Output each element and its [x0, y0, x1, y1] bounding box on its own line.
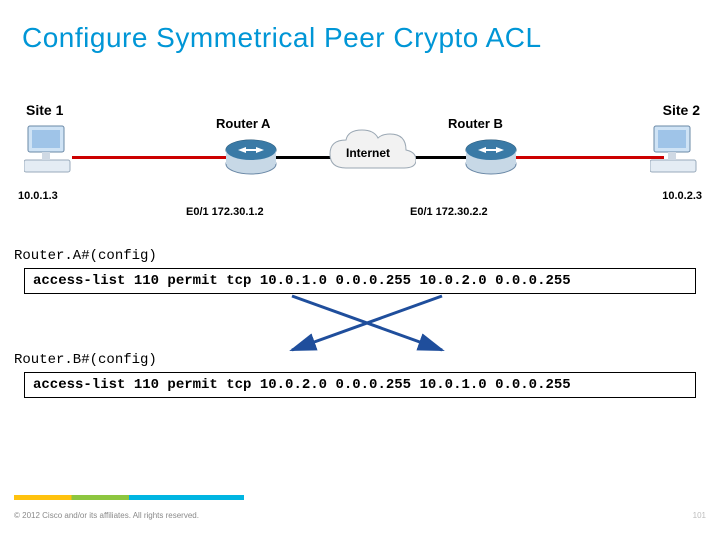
- wanA-label: E0/1 172.30.1.2: [186, 206, 264, 218]
- lan-line-right: [514, 156, 664, 159]
- internet-label: Internet: [346, 146, 390, 160]
- routerB-prompt: Router.B#(config): [14, 352, 157, 368]
- site1-label: Site 1: [26, 102, 63, 118]
- copyright-text: © 2012 Cisco and/or its affiliates. All …: [14, 511, 199, 520]
- pc1-ip: 10.0.1.3: [18, 190, 58, 202]
- pc1-icon: [24, 122, 76, 178]
- accent-bar: [14, 495, 244, 500]
- routerA-label: Router A: [216, 116, 270, 131]
- routerB-command-box: access-list 110 permit tcp 10.0.2.0 0.0.…: [24, 372, 696, 398]
- routerA-command-box: access-list 110 permit tcp 10.0.1.0 0.0.…: [24, 268, 696, 294]
- pc2-ip: 10.0.2.3: [662, 190, 702, 202]
- routerA-command: access-list 110 permit tcp 10.0.1.0 0.0.…: [33, 273, 571, 289]
- site2-label: Site 2: [663, 102, 700, 118]
- network-topology: Site 1 Site 2 Router A Router B: [14, 92, 706, 232]
- page-title: Configure Symmetrical Peer Crypto ACL: [22, 22, 542, 54]
- routerA-icon: [224, 136, 278, 176]
- routerB-icon: [464, 136, 518, 176]
- slide-number: 101: [693, 511, 706, 520]
- cross-arrows: [274, 292, 464, 358]
- title-text: Configure Symmetrical Peer Crypto ACL: [22, 22, 542, 53]
- pc2-icon: [650, 122, 702, 178]
- wanB-label: E0/1 172.30.2.2: [410, 206, 488, 218]
- routerB-command: access-list 110 permit tcp 10.0.2.0 0.0.…: [33, 377, 571, 393]
- lan-line-left: [72, 156, 227, 159]
- wan-line-left: [274, 156, 334, 159]
- routerA-prompt: Router.A#(config): [14, 248, 157, 264]
- routerB-label: Router B: [448, 116, 503, 131]
